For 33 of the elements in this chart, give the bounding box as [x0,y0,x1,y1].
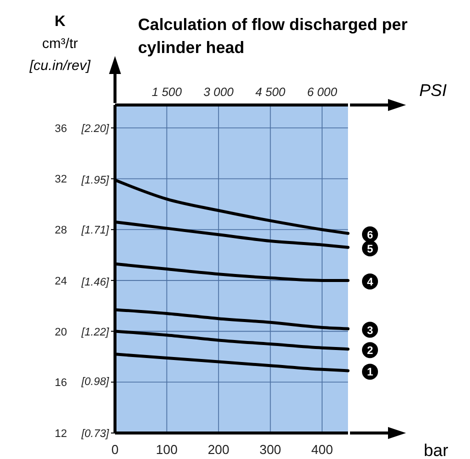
y2-tick-label: [0.73] [80,428,110,440]
y-tick-label: 16 [54,377,67,390]
y2-tick-label: [0.98] [80,376,110,388]
y-tick-label: 12 [54,428,67,440]
y-tick-label: 20 [54,326,67,338]
chart-title: Calculation of flow discharged per cylinder head [138,16,408,57]
legend-label: 5 [366,243,374,256]
y2-tick-label: [1.46] [80,276,110,288]
y-tick-label: 32 [54,174,67,186]
y2-tick-label: [1.71] [80,224,110,237]
y2-tick-label: [1.95] [80,174,110,187]
series-label: 6 [366,229,374,242]
legend-label: 2 [366,345,374,358]
y-axis-title: K cm³/tr [cu.in/rev] [28,13,92,73]
x-axis-title: bar [424,441,449,459]
x2-tick-label: 1 500 [152,85,182,99]
x-tick-label: 400 [311,442,333,457]
x2-tick-label: 3 000 [204,85,234,99]
y-tick-label: 24 [54,275,67,288]
series-label: 3 [366,324,374,337]
y-tick-label: 28 [54,224,67,237]
x-tick-label: 100 [156,442,178,457]
series-label: 4 [366,276,374,288]
x-tick-label: 200 [208,442,230,457]
y-tick-label: 36 [54,122,67,135]
x2-tick-label: 4 500 [255,85,286,99]
x-tick-label: 0 [111,442,119,457]
legend-label: 1 [366,366,374,379]
x2-axis-title: PSI [419,81,447,100]
x2-tick-label: 6 000 [307,85,338,99]
y2-tick-label: [1.22] [80,326,110,338]
y2-tick-label: [2.20] [80,122,110,135]
x-tick-label: 300 [259,442,282,457]
